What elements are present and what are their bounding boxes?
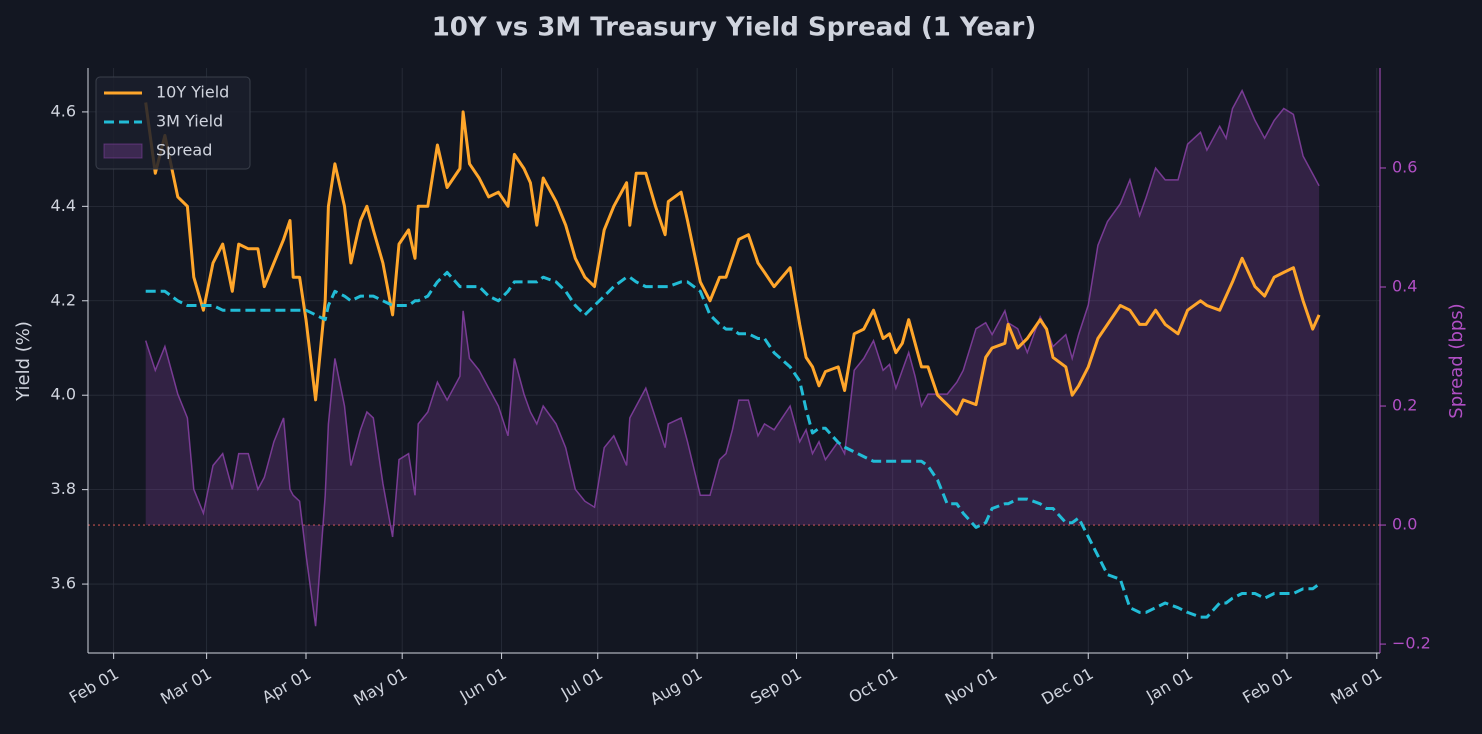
legend-label: Spread [156, 141, 212, 160]
y-tick-label: 4.0 [51, 385, 76, 404]
y2-tick-label: 0.2 [1392, 396, 1417, 415]
y2-axis-label: Spread (bps) [1446, 303, 1467, 418]
chart-title: 10Y vs 3M Treasury Yield Spread (1 Year) [432, 13, 1037, 43]
y2-tick-label: 0.6 [1392, 157, 1417, 176]
y-tick-label: 4.6 [51, 101, 76, 120]
y-axis-label: Yield (%) [13, 321, 34, 402]
yield-line [145, 270, 1320, 619]
y-tick-label: 3.6 [51, 574, 76, 593]
y-tick-label: 3.8 [51, 479, 76, 498]
legend-label: 10Y Yield [156, 83, 229, 102]
y-tick-label: 4.2 [51, 290, 76, 309]
legend-label: 3M Yield [156, 112, 223, 131]
y2-tick-label: 0.0 [1392, 515, 1417, 534]
y2-tick-label: −0.2 [1392, 634, 1431, 653]
yield-line [144, 102, 1321, 416]
legend-swatch [103, 143, 143, 159]
spread-area [145, 90, 1320, 627]
legend-box [95, 76, 251, 170]
spread-line [144, 88, 1320, 627]
y-tick-label: 4.4 [51, 196, 76, 215]
y2-tick-label: 0.4 [1392, 277, 1417, 296]
